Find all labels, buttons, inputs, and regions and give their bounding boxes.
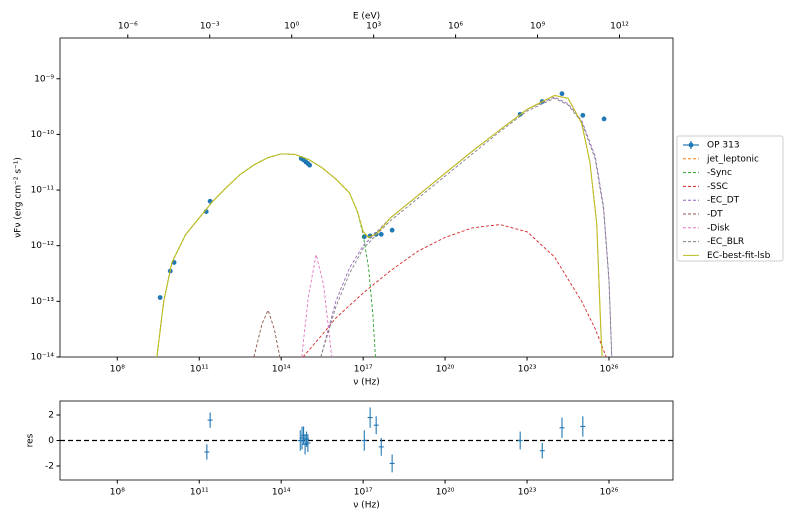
model-curve	[156, 94, 603, 357]
data-point	[601, 116, 607, 122]
model-curve	[156, 153, 376, 357]
x2-tick-label: 10³	[366, 22, 381, 32]
data-point	[559, 91, 565, 97]
x-tick-label: 10¹¹	[190, 488, 209, 498]
legend-label: -Sync	[707, 168, 732, 178]
y-tick-label: 10⁻¹⁰	[31, 130, 55, 140]
x2-axis-label: E (eV)	[353, 12, 380, 22]
x-axis-label: ν (Hz)	[353, 501, 379, 511]
x-tick-label: 10²³	[518, 488, 537, 498]
model-curve	[156, 94, 603, 357]
y-tick-label: 10⁻¹³	[31, 297, 55, 307]
legend-label: -EC_BLR	[707, 237, 744, 247]
x-tick-label: 10²³	[518, 365, 537, 375]
x-tick-label: 10¹¹	[190, 365, 209, 375]
legend-label: -EC_DT	[707, 196, 740, 206]
legend-label: jet_leptonic	[706, 154, 759, 164]
data-point	[157, 295, 163, 300]
y-tick-label: 2	[48, 411, 54, 421]
y-tick-label: 10⁻¹¹	[31, 186, 55, 196]
y-axis-label: νFν (erg cm⁻² s⁻¹)	[14, 157, 24, 238]
x2-tick-label: 10⁰	[284, 22, 299, 32]
x-tick-label: 10¹⁷	[354, 488, 373, 498]
x-tick-label: 10¹⁷	[354, 365, 373, 375]
x-tick-label: 10¹⁴	[272, 488, 291, 498]
plot-area	[60, 407, 673, 473]
y-tick-label: 10⁻¹²	[31, 241, 55, 251]
plot-area	[156, 91, 613, 357]
x2-tick-label: 10⁶	[448, 22, 463, 32]
legend-label: OP 313	[707, 141, 740, 151]
y-tick-label: 10⁻¹⁴	[31, 353, 55, 363]
x2-tick-label: 10⁻³	[200, 22, 220, 32]
x-tick-label: 10²⁰	[436, 488, 455, 498]
y-tick-label: 0	[48, 436, 54, 446]
legend-label: -SSC	[707, 182, 728, 192]
x-tick-label: 10⁸	[110, 365, 125, 375]
y-tick-label: 10⁻⁹	[34, 74, 54, 84]
x2-tick-label: 10¹²	[610, 22, 629, 32]
data-point	[580, 112, 586, 118]
y-tick-label: -2	[45, 461, 54, 471]
x-tick-label: 10²⁰	[436, 365, 455, 375]
model-curve	[302, 224, 607, 357]
model-curve	[253, 309, 281, 357]
x-tick-label: 10²⁶	[600, 365, 619, 375]
y-axis-label: res	[26, 433, 36, 447]
model-curve	[301, 254, 333, 357]
data-point	[307, 162, 313, 168]
legend-label: -Disk	[707, 223, 730, 233]
x-tick-label: 10¹⁴	[272, 365, 291, 375]
main-frame	[59, 37, 674, 358]
x-axis-label: ν (Hz)	[353, 378, 379, 388]
model-curve	[320, 96, 613, 357]
legend-label: EC-best-fit-lsb	[707, 251, 771, 261]
model-curve	[320, 97, 613, 357]
x2-tick-label: 10⁹	[530, 22, 545, 32]
legend-label: -DT	[707, 210, 723, 220]
data-point	[378, 231, 384, 237]
x2-tick-label: 10⁻⁶	[118, 22, 138, 32]
x-tick-label: 10⁸	[110, 488, 125, 498]
legend-marker	[688, 142, 694, 148]
data-point	[389, 227, 395, 233]
x-tick-label: 10²⁶	[600, 488, 619, 498]
legend-box	[676, 135, 784, 262]
